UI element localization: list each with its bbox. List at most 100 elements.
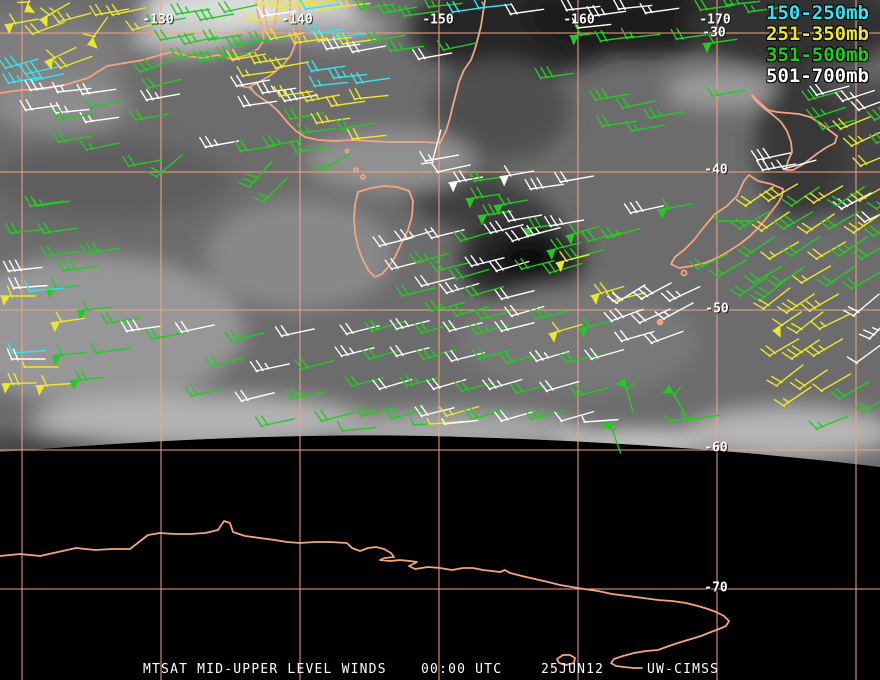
wind-barb	[834, 89, 876, 103]
wind-barb	[0, 285, 36, 306]
wind-barb	[264, 28, 305, 41]
latitude-label: -70	[704, 580, 728, 596]
wind-barb	[661, 385, 687, 417]
wind-barb	[735, 186, 774, 207]
wind-barb	[23, 68, 64, 83]
coast-antarctic-island	[556, 654, 576, 666]
latitude-label: -60	[704, 440, 728, 456]
wind-barb	[362, 347, 403, 361]
wind-barb	[389, 317, 430, 331]
wind-barb	[578, 317, 613, 339]
wind-barb	[603, 307, 644, 323]
wind-barb	[554, 171, 595, 184]
wind-barb	[607, 284, 646, 305]
wind-barb	[590, 282, 625, 305]
wind-barb	[453, 229, 494, 243]
wind-barb	[760, 338, 800, 358]
wind-barb	[774, 211, 814, 231]
wind-barb	[254, 414, 295, 428]
coast-australia	[0, 0, 265, 94]
wind-barb	[291, 0, 332, 6]
wind-barb	[170, 3, 211, 16]
wind-barb	[346, 128, 387, 141]
wind-barb	[809, 83, 850, 97]
wind-barb	[843, 293, 880, 317]
wind-barb	[544, 215, 585, 228]
wind-barb	[414, 321, 455, 335]
wind-barb	[76, 299, 112, 321]
wind-barb	[0, 55, 39, 70]
longitude-label: -150	[422, 12, 454, 28]
wind-barb	[146, 154, 183, 178]
coast-bass-strait-island	[344, 148, 350, 154]
wind-barb	[30, 195, 71, 208]
wind-barb	[569, 24, 605, 46]
coast-stewart-island	[680, 269, 688, 277]
wind-barb	[600, 420, 622, 454]
wind-barb	[830, 381, 870, 401]
wind-barb	[524, 407, 565, 421]
wind-barb	[122, 155, 163, 168]
wind-barb	[394, 228, 435, 242]
wind-barb	[625, 121, 666, 133]
wind-barb	[40, 245, 81, 258]
wind-barb	[623, 200, 664, 215]
wind-barb	[472, 347, 513, 361]
wind-barb	[559, 351, 600, 365]
wind-barb	[177, 32, 218, 46]
wind-barb	[132, 58, 173, 74]
legend-item-150-250mb: 150-250mb	[766, 2, 869, 24]
coast-nz-south-island	[670, 174, 784, 269]
wind-barb	[483, 220, 524, 235]
wind-barb	[852, 152, 880, 168]
wind-barb	[643, 330, 684, 345]
wind-barb	[199, 136, 240, 149]
wind-barb	[643, 107, 684, 120]
wind-barb	[100, 312, 141, 325]
wind-barb	[69, 369, 105, 391]
wind-barb	[469, 322, 510, 336]
wind-barb	[773, 386, 812, 407]
wind-barb	[4, 222, 45, 235]
wind-barb	[204, 354, 245, 368]
wind-barb	[18, 61, 59, 76]
longitude-label: -170	[699, 12, 731, 28]
wind-barb	[184, 384, 225, 398]
wind-barb	[300, 90, 341, 103]
wind-barb	[439, 405, 480, 418]
wind-barb	[39, 2, 71, 28]
wind-barb	[414, 274, 455, 288]
wind-barb	[21, 360, 59, 369]
wind-barb	[657, 198, 693, 220]
wind-barb	[52, 55, 93, 70]
wind-barb	[524, 177, 565, 191]
wind-barb	[864, 218, 880, 238]
wind-barb	[79, 140, 120, 152]
wind-barb	[330, 0, 371, 9]
wind-barb	[842, 271, 880, 291]
wind-barb	[80, 241, 121, 256]
wind-barb	[753, 287, 791, 310]
wind-barb	[529, 307, 570, 321]
wind-barb	[842, 130, 880, 148]
wind-barb	[449, 304, 490, 318]
coast-antarctica	[0, 520, 730, 669]
wind-barb	[826, 186, 865, 207]
wind-barb	[548, 321, 583, 343]
wind-barb	[140, 89, 181, 102]
wind-barb	[499, 165, 535, 187]
wind-barb	[615, 96, 656, 110]
wind-barb	[364, 319, 405, 333]
wind-barb	[346, 41, 387, 54]
wind-barb	[852, 241, 880, 261]
wind-barb	[812, 373, 852, 393]
wind-barb	[749, 279, 787, 302]
wind-barb	[284, 387, 325, 401]
wind-barb	[776, 293, 815, 314]
wind-barb	[816, 266, 855, 287]
wind-barb	[589, 87, 630, 102]
wind-barb	[804, 185, 844, 205]
coast-nz-north-island	[751, 94, 838, 171]
longitude-label: -160	[563, 12, 595, 28]
wind-barb	[105, 3, 146, 17]
